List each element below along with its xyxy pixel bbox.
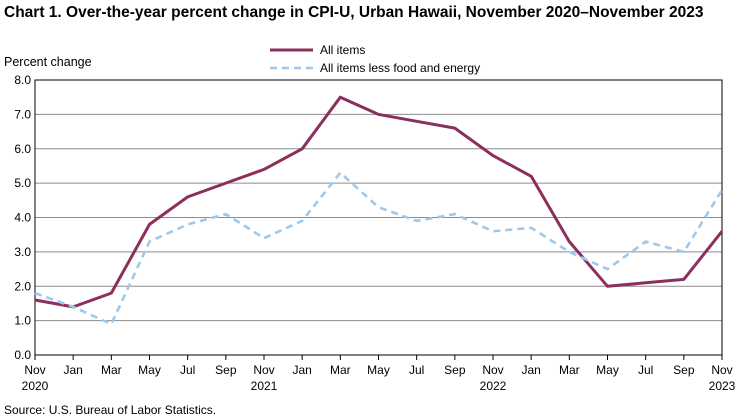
y-tick-label: 4.0	[14, 211, 31, 225]
gridlines	[35, 113, 722, 322]
x-tick-label: Jul	[180, 363, 195, 377]
x-tick-label: Jul	[409, 363, 424, 377]
x-tick-label: Mar	[101, 363, 122, 377]
y-tick-label: 7.0	[14, 107, 31, 121]
y-tick-label: 2.0	[14, 279, 31, 293]
x-tick-label: May	[596, 363, 619, 377]
x-tick-label: Sep	[444, 363, 466, 377]
x-axis-ticks: Nov 2020 Jan Mar May Jul Sep Nov 2021 Jan Mar May Ju…	[22, 355, 736, 393]
legend-label: All items less food and energy	[320, 61, 480, 75]
x-tick-year-label: 2023	[709, 379, 736, 393]
x-tick-label: Jan	[63, 363, 82, 377]
x-tick-label: Sep	[673, 363, 695, 377]
y-tick-label: 5.0	[14, 176, 31, 190]
x-tick-label: Mar	[559, 363, 580, 377]
source-note: Source: U.S. Bureau of Labor Statistics.	[4, 403, 217, 417]
x-tick-year-label: 2022	[480, 379, 507, 393]
x-tick-label: Nov	[24, 363, 45, 377]
x-tick-label: Nov	[253, 363, 274, 377]
series-lines	[34, 95, 724, 326]
y-tick-label: 8.0	[14, 73, 31, 87]
x-tick-label: May	[367, 363, 390, 377]
y-tick-label: 0.0	[14, 348, 31, 362]
x-tick-year-label: 2021	[251, 379, 278, 393]
y-tick-label: 1.0	[14, 314, 31, 328]
legend: All items All items less food and energy	[270, 43, 480, 75]
x-tick-year-label: 2020	[22, 379, 49, 393]
y-axis-ticks: 0.0 1.0 2.0 3.0 4.0 5.0 6.0 7.0 8.0	[14, 73, 31, 362]
x-tick-label: Jan	[292, 363, 311, 377]
x-tick-label: Jul	[638, 363, 653, 377]
x-tick-label: Mar	[330, 363, 351, 377]
x-tick-label: Nov	[711, 363, 732, 377]
x-tick-label: Sep	[215, 363, 237, 377]
y-axis-label: Percent change	[4, 55, 92, 69]
all-items-line	[34, 95, 724, 309]
x-tick-label: Jan	[521, 363, 540, 377]
x-tick-label: Nov	[482, 363, 503, 377]
x-tick-label: May	[138, 363, 161, 377]
y-tick-label: 6.0	[14, 142, 31, 156]
core-items-line	[34, 171, 724, 326]
chart-title: Chart 1. Over-the-year percent change in…	[4, 4, 704, 21]
y-tick-label: 3.0	[14, 245, 31, 259]
legend-label: All items	[320, 43, 365, 57]
